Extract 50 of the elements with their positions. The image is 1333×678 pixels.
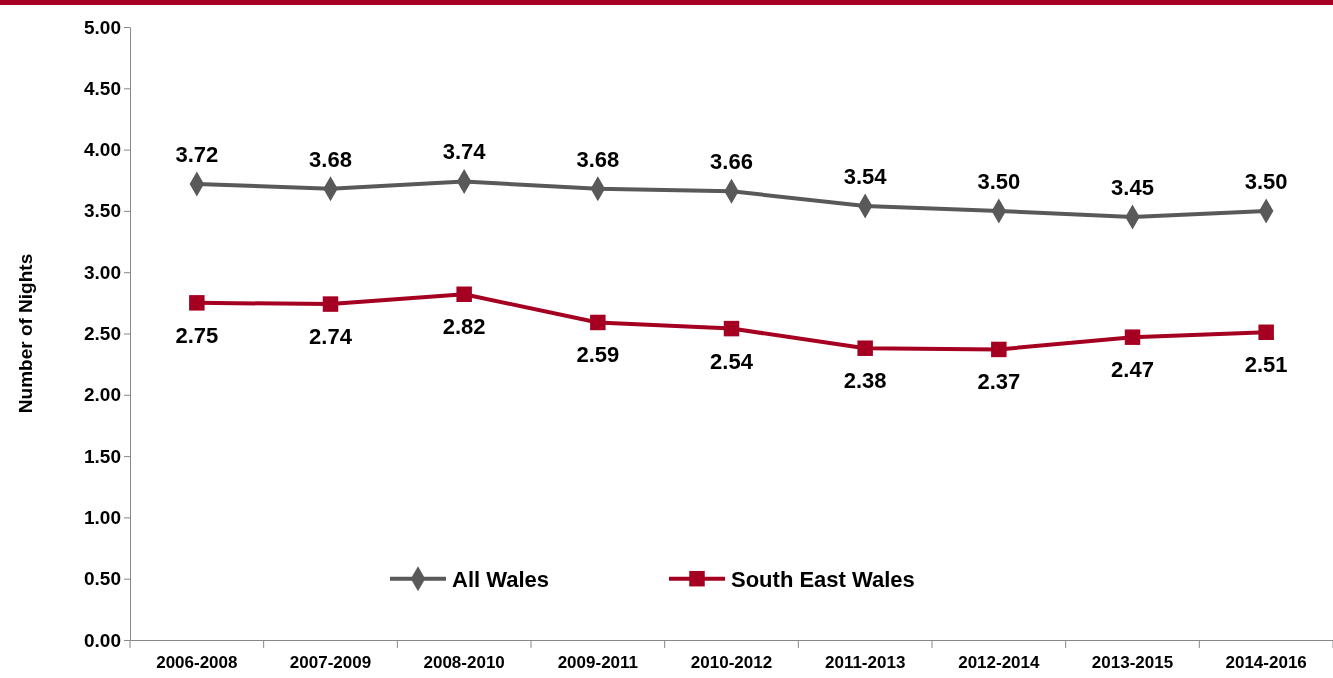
data-label: 3.68 — [576, 146, 620, 172]
data-label: 3.72 — [175, 141, 219, 167]
x-tick-label: 2006-2008 — [156, 653, 238, 673]
point — [322, 296, 339, 312]
x-tick-label: 2010-2012 — [690, 653, 773, 673]
data-label: 2.59 — [576, 342, 620, 368]
y-tick-label: 2.00 — [84, 384, 121, 406]
data-label: 3.74 — [442, 139, 487, 165]
data-label: 2.75 — [175, 322, 219, 348]
x-tick-label: 2013-2015 — [1091, 653, 1174, 673]
legend-label: South East Wales — [731, 566, 915, 592]
y-tick-label: 0.00 — [84, 629, 121, 651]
y-axis-title: Number of Nights — [15, 253, 36, 414]
y-tick-label: 2.50 — [84, 323, 121, 345]
y-tick-label: 1.00 — [84, 506, 121, 528]
y-tick-label: 0.50 — [84, 568, 121, 590]
data-label: 2.82 — [442, 314, 486, 340]
data-label: 3.50 — [977, 168, 1021, 194]
point — [456, 286, 472, 303]
data-label: 2.37 — [977, 369, 1021, 395]
x-tick-label: 2008-2010 — [423, 653, 505, 673]
x-tick-label: 2011-2013 — [824, 653, 906, 673]
x-tick-label: 2014-2016 — [1225, 653, 1307, 673]
point — [1258, 324, 1274, 341]
data-label: 3.50 — [1244, 168, 1288, 194]
y-tick-label: 1.50 — [84, 445, 121, 467]
data-label: 3.68 — [309, 146, 352, 172]
data-label: 2.54 — [710, 348, 754, 374]
x-tick-label: 2012-2014 — [958, 653, 1041, 673]
point — [189, 295, 205, 311]
point — [857, 340, 873, 356]
legend-label: All Wales — [452, 566, 549, 592]
point — [991, 341, 1007, 358]
data-label: 3.66 — [710, 149, 753, 175]
y-tick-label: 4.00 — [84, 139, 121, 161]
data-label: 2.47 — [1111, 357, 1154, 383]
point — [723, 320, 740, 337]
y-tick-label: 5.00 — [84, 16, 121, 38]
point — [590, 314, 606, 331]
point — [1124, 329, 1141, 345]
data-label: 3.45 — [1111, 175, 1154, 201]
y-tick-label: 3.00 — [84, 261, 121, 283]
data-label: 2.38 — [843, 368, 887, 394]
x-tick-label: 2009-2011 — [557, 653, 639, 673]
y-tick-label: 4.50 — [84, 77, 121, 99]
y-tick-label: 3.50 — [84, 200, 121, 222]
x-tick-label: 2007-2009 — [289, 653, 372, 673]
data-label: 2.51 — [1244, 352, 1288, 378]
data-label: 3.54 — [843, 164, 888, 189]
data-label: 2.74 — [309, 324, 353, 350]
